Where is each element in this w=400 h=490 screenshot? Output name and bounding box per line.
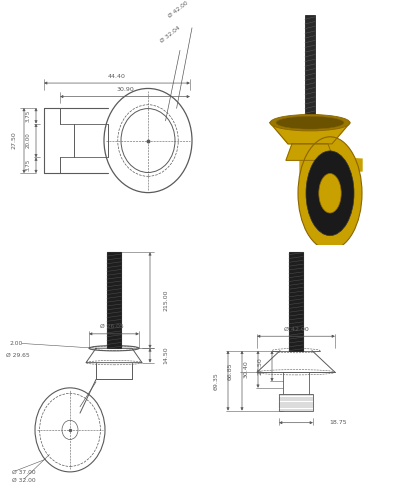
Text: Ø 42.00: Ø 42.00 [167,0,189,19]
Polygon shape [270,122,350,144]
Text: Ø 42.00: Ø 42.00 [284,326,308,332]
FancyBboxPatch shape [107,252,121,348]
Polygon shape [300,156,362,174]
Text: 27.50: 27.50 [258,357,262,375]
Text: Ø 32.00: Ø 32.00 [12,478,36,483]
Text: 30.40: 30.40 [244,360,248,378]
Text: 3.75: 3.75 [26,159,30,171]
Ellipse shape [270,115,350,131]
Text: 30.90: 30.90 [116,87,134,92]
Text: 18.75: 18.75 [329,420,347,425]
FancyBboxPatch shape [289,252,303,351]
Text: 69.35: 69.35 [214,372,218,390]
Text: 27.50: 27.50 [12,132,16,149]
Text: 2.00: 2.00 [10,341,23,346]
Ellipse shape [298,137,362,250]
Text: 20.00: 20.00 [26,133,30,148]
FancyBboxPatch shape [305,15,315,122]
Text: 215.00: 215.00 [164,290,168,311]
Text: 44.40: 44.40 [108,74,126,79]
Text: 66.85: 66.85 [228,362,232,380]
Text: Ø 29.65: Ø 29.65 [6,353,30,358]
Ellipse shape [306,151,354,236]
Polygon shape [286,144,334,160]
Ellipse shape [276,116,344,129]
Text: 3.75: 3.75 [26,110,30,122]
Text: Ø 26.05: Ø 26.05 [100,324,124,329]
Ellipse shape [319,173,341,213]
Text: 14.50: 14.50 [164,346,168,364]
Text: Ø 32.04: Ø 32.04 [159,25,181,44]
Text: Ø 37.00: Ø 37.00 [12,469,36,474]
